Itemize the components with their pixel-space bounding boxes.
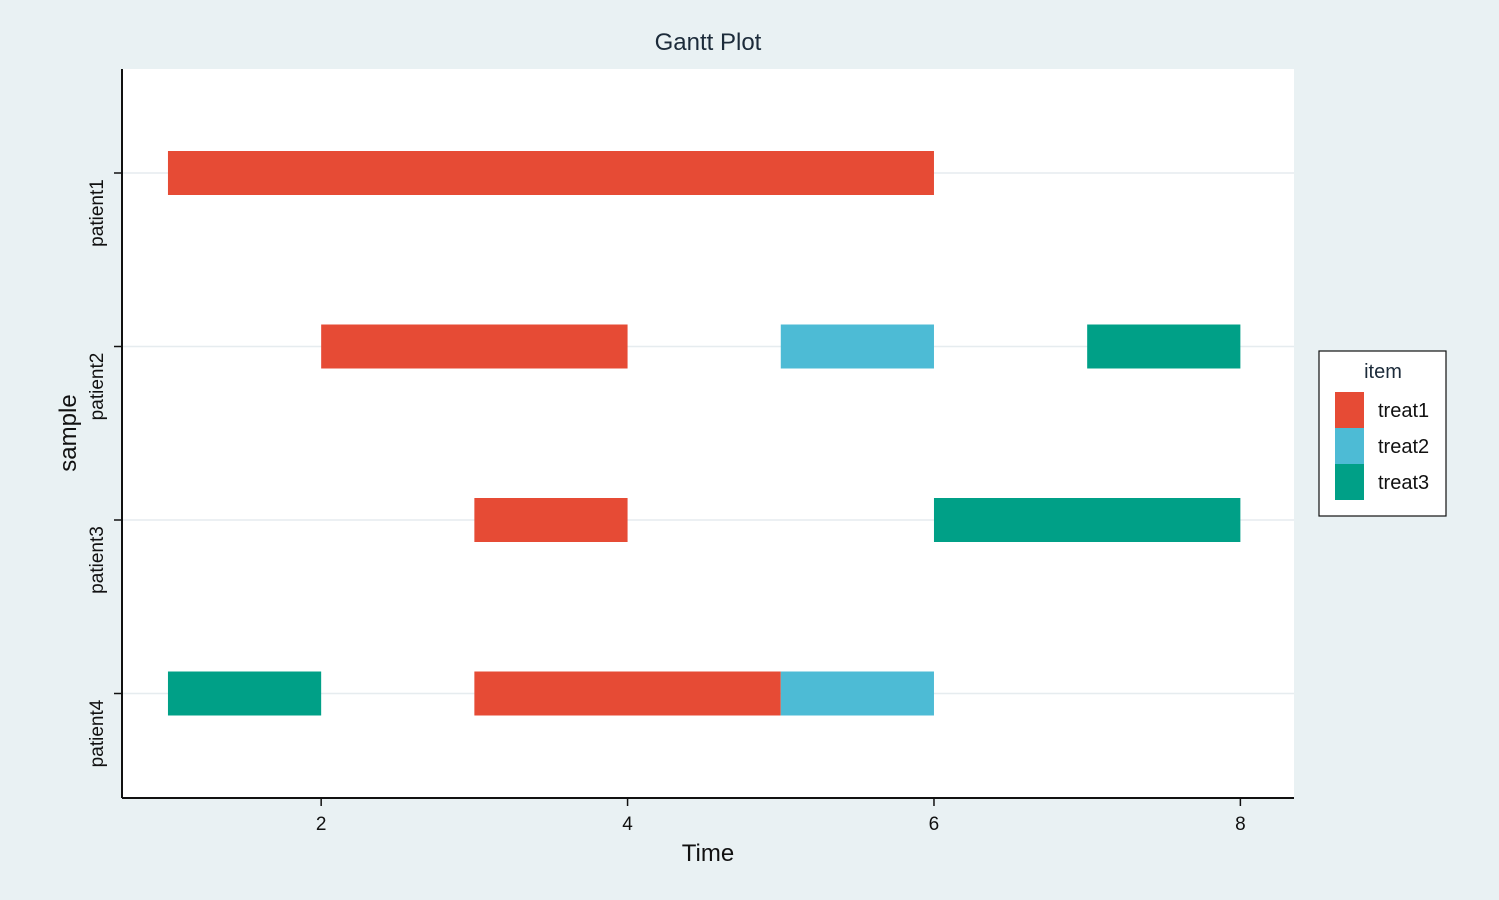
bar-patient3-treat1 (474, 498, 628, 542)
x-tick-label: 4 (622, 814, 633, 835)
x-tick-label: 2 (316, 814, 327, 835)
x-tick-label: 8 (1235, 814, 1246, 835)
bar-patient4-treat3 (167, 671, 322, 716)
chart-title: Gantt Plot (655, 29, 762, 56)
y-tick-label-patient3: patient3 (87, 526, 108, 594)
y-axis-label: sample (55, 394, 82, 471)
x-tick-label: 6 (929, 814, 940, 835)
x-axis-label: Time (682, 840, 734, 867)
legend-label-treat2: treat2 (1378, 436, 1429, 458)
y-tick-label-patient4: patient4 (87, 699, 108, 767)
y-axis-ticks: patient1 patient2 patient3 patient4 (87, 172, 122, 767)
bar-patient4-treat1 (474, 671, 781, 716)
legend-swatch-treat3 (1335, 464, 1364, 500)
x-axis-ticks: 2 4 6 8 (316, 798, 1246, 835)
y-tick-label-patient1: patient1 (87, 179, 108, 247)
legend-label-treat3: treat3 (1378, 472, 1429, 494)
bar-patient2-treat2 (780, 324, 934, 369)
legend: item treat1 treat2 treat3 (1318, 350, 1447, 517)
legend-swatch-treat2 (1335, 428, 1364, 464)
bar-patient2-treat1 (321, 324, 628, 369)
bars (167, 151, 1241, 716)
legend-title: item (1364, 361, 1402, 383)
bar-patient3-treat3 (933, 498, 1241, 542)
y-tick-label-patient2: patient2 (87, 353, 108, 421)
legend-swatch-treat1 (1335, 392, 1364, 428)
legend-items: treat1 treat2 treat3 (1335, 392, 1429, 500)
legend-label-treat1: treat1 (1378, 400, 1429, 422)
bar-patient1-treat1 (167, 151, 934, 195)
bar-patient4-treat2 (780, 671, 934, 716)
bar-patient2-treat3 (1087, 324, 1241, 369)
